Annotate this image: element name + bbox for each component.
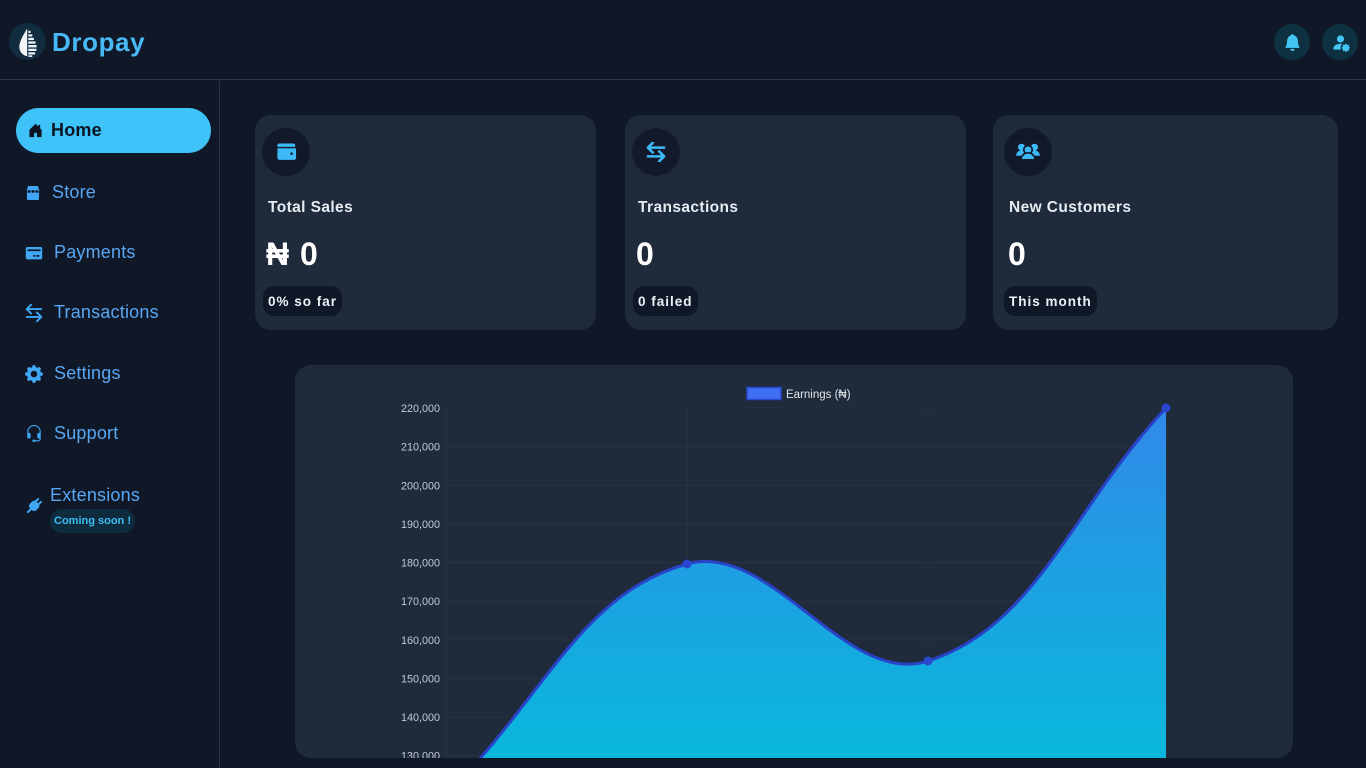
svg-text:210,000: 210,000 (401, 442, 440, 454)
svg-text:220,000: 220,000 (401, 403, 440, 415)
svg-text:160,000: 160,000 (401, 635, 440, 647)
svg-text:170,000: 170,000 (401, 596, 440, 608)
svg-text:150,000: 150,000 (401, 673, 440, 685)
svg-text:190,000: 190,000 (401, 519, 440, 531)
svg-text:200,000: 200,000 (401, 480, 440, 492)
svg-text:Earnings (₦): Earnings (₦) (786, 389, 851, 401)
svg-text:180,000: 180,000 (401, 558, 440, 570)
svg-text:140,000: 140,000 (401, 712, 440, 724)
svg-text:130,000: 130,000 (401, 751, 440, 758)
